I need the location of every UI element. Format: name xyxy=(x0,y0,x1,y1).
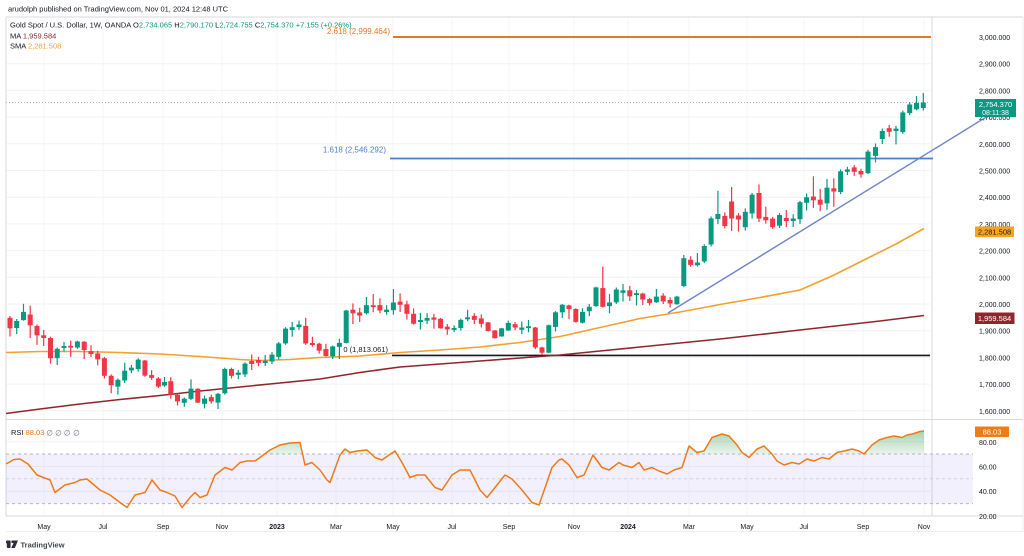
svg-text:2,500.000: 2,500.000 xyxy=(979,169,1010,176)
svg-text:1,959.584: 1,959.584 xyxy=(978,314,1011,323)
svg-text:88.03: 88.03 xyxy=(983,428,1002,437)
svg-text:Nov: Nov xyxy=(568,524,581,531)
svg-text:1,600.000: 1,600.000 xyxy=(979,409,1010,416)
svg-text:2,700.000: 2,700.000 xyxy=(979,115,1010,122)
svg-text:1.618 (2,546.292): 1.618 (2,546.292) xyxy=(323,146,386,155)
svg-text:May: May xyxy=(386,524,400,531)
svg-text:TradingView: TradingView xyxy=(21,541,65,550)
svg-text:1,700.000: 1,700.000 xyxy=(979,382,1010,389)
svg-text:∅: ∅ xyxy=(55,429,62,438)
svg-text:Gold Spot / U.S. Dollar, 1W, O: Gold Spot / U.S. Dollar, 1W, OANDA O2,73… xyxy=(10,21,352,30)
svg-text:MA 1,959.584: MA 1,959.584 xyxy=(10,32,56,41)
svg-text:∅: ∅ xyxy=(64,429,71,438)
svg-text:3,000.000: 3,000.000 xyxy=(979,35,1010,42)
svg-text:2,300.000: 2,300.000 xyxy=(979,222,1010,229)
svg-text:SMA 2,281.508: SMA 2,281.508 xyxy=(10,42,61,51)
svg-text:1,900.000: 1,900.000 xyxy=(979,329,1010,336)
svg-text:Jul: Jul xyxy=(448,524,457,531)
svg-text:40.00: 40.00 xyxy=(979,489,997,496)
svg-text:Sep: Sep xyxy=(157,524,170,531)
svg-text:80.00: 80.00 xyxy=(979,440,997,447)
svg-text:2,100.000: 2,100.000 xyxy=(979,275,1010,282)
svg-text:2,600.000: 2,600.000 xyxy=(979,142,1010,149)
svg-text:arudolph published on TradingV: arudolph published on TradingView.com, N… xyxy=(8,5,229,14)
svg-text:Jul: Jul xyxy=(99,524,108,531)
svg-text:Nov: Nov xyxy=(918,524,931,531)
svg-text:2,200.000: 2,200.000 xyxy=(979,249,1010,256)
svg-text:60.00: 60.00 xyxy=(979,465,997,472)
svg-text:Nov: Nov xyxy=(216,524,229,531)
svg-text:∅: ∅ xyxy=(46,429,53,438)
svg-text:0 (1,813.061): 0 (1,813.061) xyxy=(343,345,388,354)
svg-text:May: May xyxy=(740,524,754,531)
svg-text:08:11:38: 08:11:38 xyxy=(982,110,1009,117)
svg-text:2,400.000: 2,400.000 xyxy=(979,195,1010,202)
svg-text:2023: 2023 xyxy=(269,524,285,531)
svg-text:May: May xyxy=(37,524,51,531)
svg-text:Sep: Sep xyxy=(503,524,516,531)
svg-text:2,000.000: 2,000.000 xyxy=(979,302,1010,309)
svg-text:Mar: Mar xyxy=(683,524,696,531)
svg-text:2.618 (2,999.464): 2.618 (2,999.464) xyxy=(327,27,390,36)
svg-text:2,900.000: 2,900.000 xyxy=(979,62,1010,69)
svg-text:1,800.000: 1,800.000 xyxy=(979,355,1010,362)
svg-text:20.00: 20.00 xyxy=(979,514,997,521)
svg-text:2024: 2024 xyxy=(620,524,636,531)
svg-text:Sep: Sep xyxy=(857,524,870,531)
svg-text:∅: ∅ xyxy=(73,429,80,438)
svg-text:RSI 88.03: RSI 88.03 xyxy=(11,428,44,437)
svg-text:2,754.370: 2,754.370 xyxy=(979,100,1012,109)
svg-text:Mar: Mar xyxy=(330,524,343,531)
svg-text:2,281.508: 2,281.508 xyxy=(978,228,1011,237)
svg-text:2,800.000: 2,800.000 xyxy=(979,88,1010,95)
svg-text:Jul: Jul xyxy=(800,524,809,531)
